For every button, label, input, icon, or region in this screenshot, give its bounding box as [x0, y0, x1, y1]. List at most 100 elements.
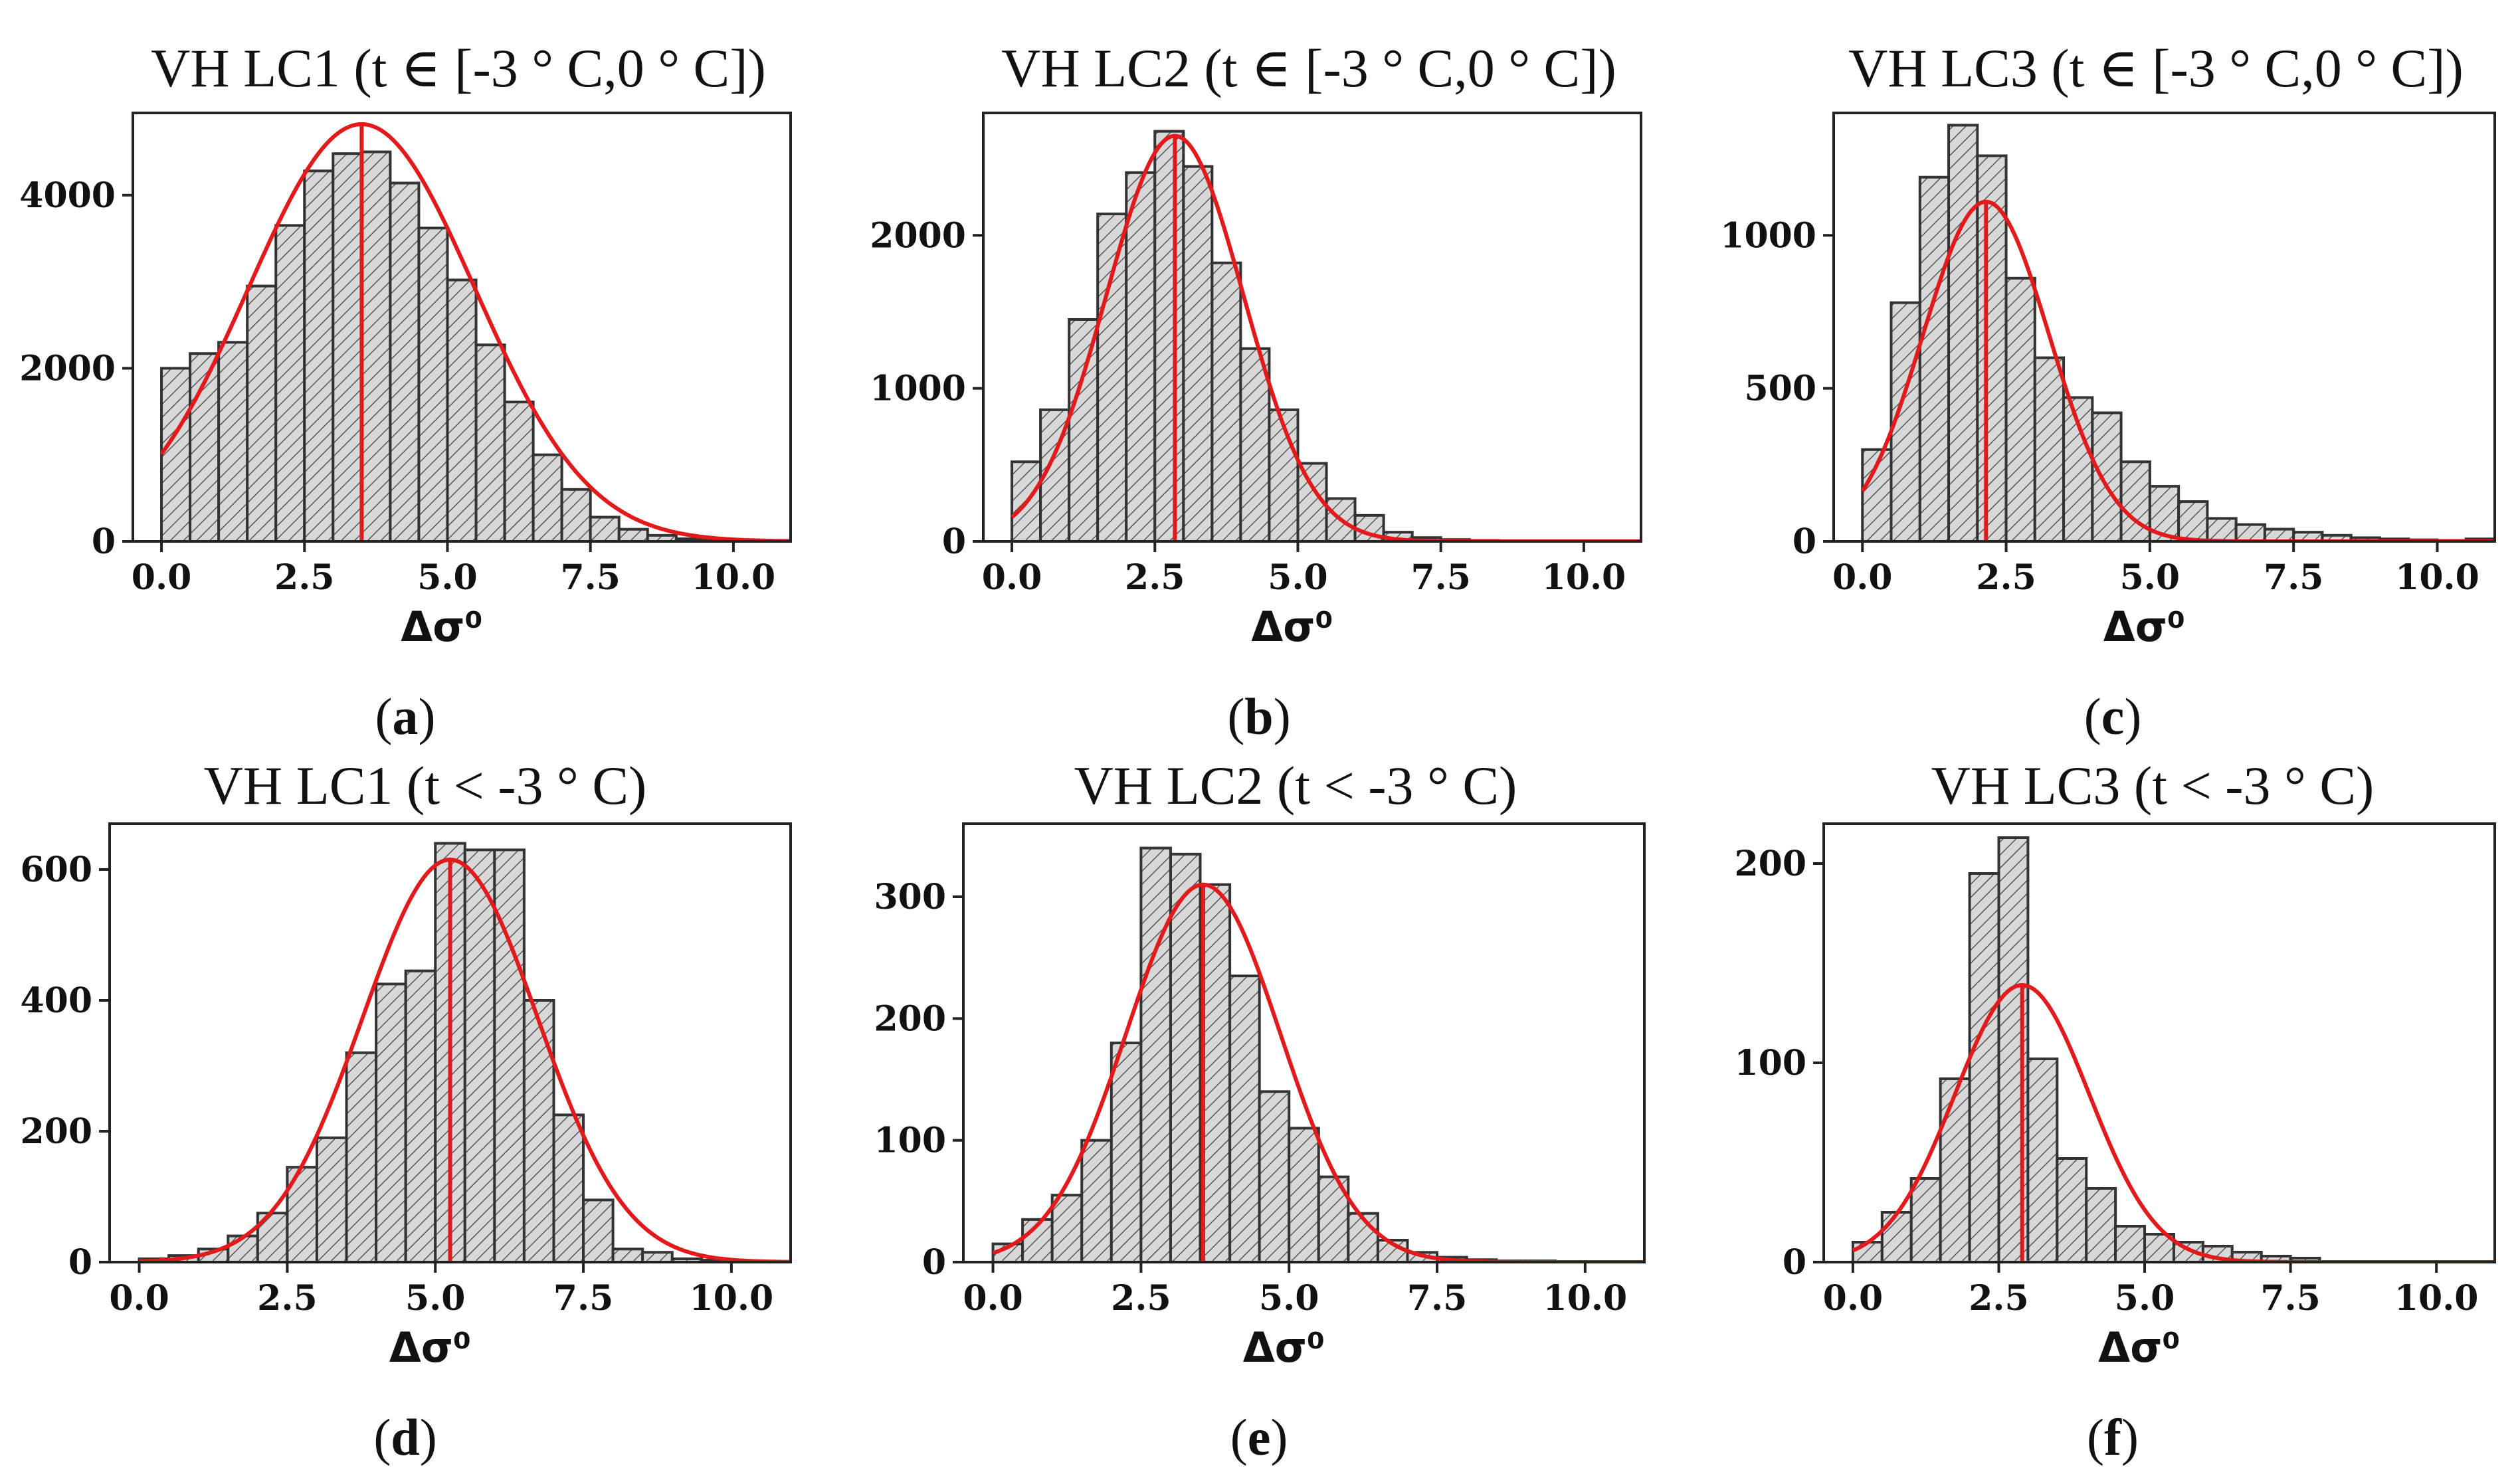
- histogram-bar: [375, 982, 407, 1262]
- x-tick-label: 7.5: [2264, 557, 2323, 598]
- x-tick-label: 10.0: [1543, 1278, 1628, 1319]
- gaussian-fit-line: [159, 122, 791, 541]
- y-tick-label: 0: [1783, 1242, 1806, 1283]
- histogram-bar: [1239, 347, 1271, 541]
- chart-e: 0.0 2.5 5.0 7.5 10.0 0 100 200 300 VH LC2 (t < -3…: [874, 755, 1646, 1466]
- chart-title: VH LC2 (t < -3 ° C): [1074, 755, 1517, 816]
- histogram-bar: [1182, 165, 1214, 541]
- x-tick-label: 7.5: [2260, 1278, 2320, 1319]
- chart-c: 0.0 2.5 5.0 7.5 10.0 0 500 1000 VH LC3 (t ∈ [-3 …: [1720, 38, 2496, 745]
- y-tick-label: 0: [942, 521, 966, 562]
- histogram-bar: [1968, 872, 2000, 1262]
- panel-paren-close: ): [420, 1408, 437, 1466]
- panel-paren-close: ): [1274, 688, 1291, 745]
- chart-title: VH LC3 (t ∈ [-3 ° C,0 ° C]): [1848, 38, 2464, 98]
- x-axis-label: Δσ⁰: [2103, 602, 2185, 651]
- y-tick-label: 600: [20, 850, 92, 890]
- x-tick-label: 7.5: [1407, 1278, 1467, 1319]
- x-tick-label: 0.0: [109, 1278, 169, 1319]
- histogram-bar: [2004, 276, 2036, 541]
- histogram-bar: [1050, 1194, 1084, 1262]
- x-tick-label: 10.0: [1542, 557, 1626, 598]
- histogram-bar: [1288, 1127, 1320, 1262]
- histogram-bar: [2026, 1058, 2059, 1262]
- histogram-bar: [589, 515, 621, 541]
- y-tick-label: 100: [1734, 1043, 1806, 1083]
- histogram-bar: [2085, 1187, 2117, 1262]
- y-tick-label: 100: [874, 1121, 946, 1161]
- histogram-bar: [1080, 1139, 1113, 1262]
- x-tick-label: 0.0: [1823, 1278, 1883, 1319]
- x-tick-label: 0.0: [982, 557, 1042, 598]
- histogram-bar: [493, 848, 526, 1262]
- y-tick-label: 2000: [870, 215, 966, 256]
- histogram-bar: [1909, 1177, 1942, 1262]
- panel-paren-close: ): [419, 688, 436, 745]
- x-axis-label: Δσ⁰: [1243, 1323, 1325, 1372]
- plot-frame: [1832, 112, 2496, 543]
- histogram-bar: [1096, 213, 1128, 541]
- histogram-bar: [503, 401, 535, 541]
- x-tick-label: 10.0: [692, 557, 776, 598]
- histogram-bar: [560, 488, 592, 541]
- chart-title: VH LC3 (t < -3 ° C): [1931, 755, 2375, 816]
- histogram-bar: [160, 367, 192, 541]
- histogram-bar: [303, 169, 335, 541]
- x-tick-label: 0.0: [1832, 557, 1892, 598]
- x-tick-label: 5.0: [1259, 1278, 1319, 1319]
- histogram-bar: [522, 998, 555, 1262]
- plot-frame: [1822, 822, 2496, 1263]
- panel-label: (f): [2087, 1408, 2139, 1466]
- gaussian-fit-line: [139, 858, 791, 1262]
- histogram-bars: [991, 846, 1557, 1262]
- histogram-bar: [532, 453, 563, 541]
- panel-label: (e): [1230, 1408, 1288, 1466]
- panel-paren-open: (: [375, 688, 393, 745]
- gaussian-fit-line: [1011, 134, 1641, 541]
- histogram-bar: [2091, 411, 2123, 541]
- histogram-bar: [1268, 408, 1300, 541]
- gaussian-fit-line: [1852, 982, 2495, 1262]
- y-tick-label: 1000: [870, 369, 966, 409]
- plot-frame: [108, 822, 792, 1263]
- histogram-bar: [217, 341, 249, 541]
- x-tick-label: 7.5: [553, 1278, 613, 1319]
- histogram-bar: [1169, 852, 1202, 1262]
- histogram-bar: [2234, 523, 2266, 541]
- x-tick-label: 0.0: [963, 1278, 1022, 1319]
- y-tick-label: 500: [1744, 369, 1816, 409]
- histogram-bar: [2206, 517, 2238, 541]
- histogram-bar: [2119, 460, 2151, 541]
- chart-f: 0.0 2.5 5.0 7.5 10.0 0 100 200 VH LC3 (t < -3 ° …: [1734, 755, 2496, 1466]
- x-axis-label: Δσ⁰: [401, 602, 482, 651]
- x-axis-label: Δσ⁰: [389, 1323, 471, 1372]
- panel-paren-close: ): [1270, 1408, 1288, 1466]
- y-tick-label: 4000: [19, 175, 116, 216]
- panel-paren-close: ): [2124, 688, 2141, 745]
- panel-paren-open: (: [1230, 1408, 1248, 1466]
- histogram-bar: [446, 278, 478, 541]
- histogram-bars: [1851, 836, 2321, 1262]
- x-tick-label: 10.0: [2394, 1278, 2479, 1319]
- histogram-bar: [274, 224, 306, 541]
- y-tick-label: 0: [92, 521, 116, 562]
- y-tick-label: 300: [874, 877, 946, 917]
- histogram-bar: [1851, 1241, 1884, 1262]
- histogram-bars: [1861, 124, 2495, 541]
- panel-letter: d: [391, 1408, 419, 1466]
- histogram-bar: [582, 1198, 615, 1262]
- panel-letter: c: [2101, 688, 2125, 745]
- histogram-bar: [1880, 1211, 1913, 1262]
- chart-title: VH LC1 (t < -3 ° C): [204, 755, 647, 816]
- x-tick-label: 7.5: [1410, 557, 1470, 598]
- x-tick-label: 2.5: [274, 557, 334, 598]
- histogram-bar: [552, 1113, 585, 1262]
- histogram-bar: [2114, 1225, 2147, 1262]
- panel-paren-open: (: [1227, 688, 1244, 745]
- histogram-bar: [2033, 356, 2066, 541]
- x-tick-label: 5.0: [2120, 557, 2180, 598]
- x-axis-label: Δσ⁰: [2098, 1323, 2180, 1372]
- histogram-bar: [1211, 261, 1242, 541]
